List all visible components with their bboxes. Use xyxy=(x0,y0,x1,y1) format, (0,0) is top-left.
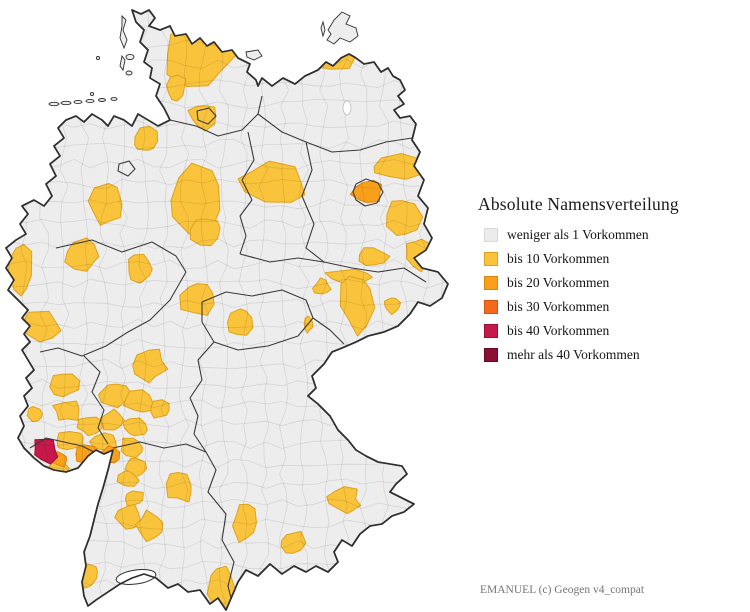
map-container xyxy=(5,9,449,611)
district-region-bis10 xyxy=(280,530,307,554)
island-shape xyxy=(320,20,326,38)
district-region-bis10 xyxy=(150,399,170,419)
district-region-bis10 xyxy=(312,277,332,295)
district-region-bis10 xyxy=(116,470,140,487)
district-region-bis10 xyxy=(98,383,132,409)
state-border-line xyxy=(117,160,136,177)
district-region-bis10 xyxy=(87,183,123,226)
state-border-line xyxy=(169,95,263,137)
legend-label: bis 30 Vorkommen xyxy=(507,298,610,314)
district-region-bis10 xyxy=(315,10,330,18)
district-region-bis10 xyxy=(383,297,401,316)
district-region-bis30 xyxy=(88,455,109,471)
country-outline xyxy=(5,9,449,611)
legend-label: weniger als 1 Vorkommen xyxy=(507,226,649,242)
legend-label: bis 10 Vorkommen xyxy=(507,250,610,266)
island-shape xyxy=(60,100,72,106)
legend-swatch-icon xyxy=(484,275,498,290)
district-region-bis10 xyxy=(132,348,169,384)
island-shape xyxy=(125,53,135,61)
state-border-line xyxy=(352,178,384,207)
district-region-bis10 xyxy=(189,218,221,247)
state-border-line xyxy=(83,355,109,445)
district-region-bis10 xyxy=(124,490,144,506)
island-shape xyxy=(95,55,101,61)
colored-districts-group xyxy=(7,10,434,610)
legend-swatch-icon xyxy=(484,227,498,242)
island-shape xyxy=(245,49,263,61)
district-region-bis20 xyxy=(75,444,100,464)
island-shape xyxy=(48,101,60,107)
state-border-line xyxy=(189,341,235,607)
legend-label: mehr als 40 Vorkommen xyxy=(507,346,640,362)
legend-item-gt40: mehr als 40 Vorkommen xyxy=(484,347,744,362)
district-region-bis20 xyxy=(349,179,382,203)
country-shape xyxy=(5,9,449,611)
district-region-bis10 xyxy=(386,200,424,236)
district-region-bis10 xyxy=(339,275,376,337)
district-region-bis10 xyxy=(134,125,159,151)
island-shape xyxy=(119,54,126,72)
legend-item-bis40: bis 40 Vorkommen xyxy=(484,323,744,338)
state-border-line xyxy=(112,441,207,453)
legend-item-bis10: bis 10 Vorkommen xyxy=(484,251,744,266)
district-region-bis10 xyxy=(187,105,217,132)
district-region-bis10 xyxy=(52,400,80,421)
legend-label: bis 40 Vorkommen xyxy=(507,322,610,338)
island-shape xyxy=(119,14,128,50)
district-region-bis10 xyxy=(170,162,221,235)
district-region-bis40 xyxy=(34,438,59,465)
island-shape xyxy=(125,70,133,76)
legend-item-bis20: bis 20 Vorkommen xyxy=(484,275,744,290)
island-shape xyxy=(85,98,95,104)
legend-item-bis30: bis 30 Vorkommen xyxy=(484,299,744,314)
district-region-bis10 xyxy=(166,74,187,102)
legend-title: Absolute Namensverteilung xyxy=(478,194,679,214)
state-border-line xyxy=(196,107,217,125)
district-region-bis10 xyxy=(179,283,215,316)
state-border-line xyxy=(239,253,427,283)
legend-swatch-icon xyxy=(484,251,498,266)
district-region-bis10 xyxy=(165,472,192,503)
legend-swatch-icon xyxy=(484,323,498,338)
district-region-bis10 xyxy=(76,416,103,437)
district-region-bis10 xyxy=(64,237,100,272)
legend-rows: weniger als 1 Vorkommen bis 10 Vorkommen b… xyxy=(478,227,744,362)
lake-mueritz xyxy=(342,100,352,116)
island-shape xyxy=(110,97,118,101)
district-region-bis10 xyxy=(26,406,43,423)
district-region-bis10 xyxy=(326,486,362,515)
district-region-bis10 xyxy=(16,310,62,343)
attribution-text: EMANUEL (c) Geogen v4_compat xyxy=(480,584,645,596)
legend-label: bis 20 Vorkommen xyxy=(507,274,610,290)
legend-item-lt1: weniger als 1 Vorkommen xyxy=(484,227,744,242)
islands-group xyxy=(48,11,359,107)
state-border-line xyxy=(39,271,187,357)
district-region-bis10 xyxy=(135,509,164,543)
germany-choropleth-map xyxy=(5,9,449,611)
island-shape xyxy=(98,98,106,102)
island-shape xyxy=(73,99,83,105)
district-region-bis10 xyxy=(123,389,156,413)
state-border-line xyxy=(239,131,255,255)
legend-swatch-icon xyxy=(484,299,498,314)
district-region-bis10 xyxy=(122,417,148,437)
state-border-line xyxy=(257,113,413,153)
legend-swatch-icon xyxy=(484,347,498,362)
district-region-bis10 xyxy=(128,253,153,284)
state-border-line xyxy=(301,141,325,263)
district-region-bis10 xyxy=(49,373,81,398)
map-legend: Absolute Namensverteilung weniger als 1 … xyxy=(478,194,744,371)
district-region-bis10 xyxy=(358,247,391,266)
district-region-bis10 xyxy=(227,308,254,336)
island-shape xyxy=(326,11,359,45)
island-shape xyxy=(89,91,95,97)
state-border-line xyxy=(201,289,314,351)
state-border-line xyxy=(312,317,345,345)
district-region-bis10 xyxy=(99,408,126,431)
state-border-line xyxy=(55,239,187,273)
district-region-bis10 xyxy=(232,503,257,543)
